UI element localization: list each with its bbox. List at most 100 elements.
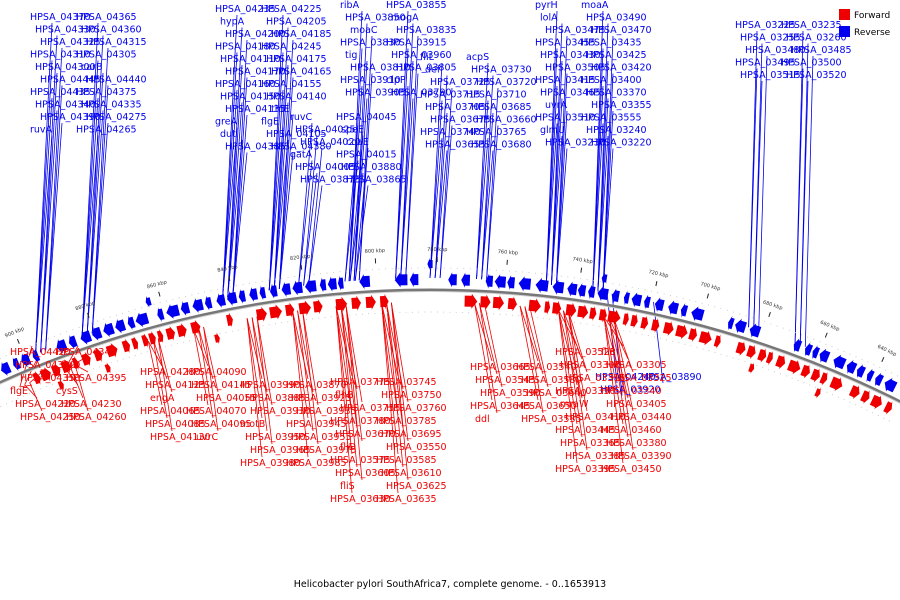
forward-gene-label: HPSA_03650 [516,401,577,412]
forward-gene-label: HPSA_04260 [66,412,127,423]
label-connector [434,75,448,279]
ring-dot [46,386,48,387]
forward-gene-label: HPSA_03775 [330,377,391,388]
reverse-gene-arrow [157,307,165,322]
ring-dot [23,395,25,397]
forward-gene-label: HPSA_03695 [381,429,442,440]
label-connector [476,137,489,280]
reverse-gene-label: HPSA_03420 [591,63,652,74]
forward-gene-arrow [32,370,41,385]
ring-dot [617,328,619,330]
forward-gene-arrow [814,387,821,399]
label-connector [558,309,578,464]
ring-dot [274,323,276,325]
ring-dot [81,372,83,374]
forward-gene-label: HPSA_03665 [470,362,531,373]
ring-dot [166,300,167,302]
ring-dot [788,329,790,331]
reverse-gene-label: dut [220,129,236,140]
reverse-gene-arrow [80,330,93,345]
ring-dot [770,323,772,325]
label-connector [568,311,588,451]
ring-dot [294,276,296,278]
reverse-gene-arrow [192,298,204,313]
forward-gene-label: HPSA_04145 [191,380,252,391]
ring-dot [468,312,470,314]
forward-gene-label: HPSA_03390 [611,451,672,462]
reverse-gene-label: HPSA_03660 [476,115,537,126]
label-connector [395,48,409,279]
label-connector [391,302,409,403]
ring-dot [534,272,536,274]
ring-dot [623,330,625,331]
ring-dot [720,307,722,309]
forward-gene-label: HPSA_03385 [565,451,626,462]
forward-gene-label: motB [240,419,265,430]
ring-dot [84,324,86,326]
ring-dot [250,327,252,329]
label-connector [203,327,219,432]
reverse-gene-label: HPSA_03675 [430,115,491,126]
reverse-gene-label: HPSA_03880 [341,162,402,173]
reverse-gene-label: HPSA_03470 [591,25,652,36]
ring-dot [110,362,112,364]
ring-dot [69,376,71,378]
label-connector [568,311,588,373]
ring-dot [885,369,887,371]
label-connector [35,135,53,355]
ring-dot [207,335,209,337]
ring-dot [78,326,80,328]
ring-dot [318,317,320,319]
ring-dot [307,274,308,276]
reverse-gene-label: HPSA_03430 [540,50,601,61]
forward-gene-label: HPSA_04130 [150,432,211,443]
ring-dot [872,412,874,414]
ring-dot [450,267,452,269]
forward-gene-arrow [351,295,361,311]
ring-dot [618,284,620,286]
ring-dot [832,394,834,396]
ring-dot [418,311,420,313]
label-connector [405,73,419,279]
label-connector [603,316,624,425]
ring-dot [281,277,283,279]
ring-dot [274,278,276,280]
ring-dot [726,309,728,311]
reverse-gene-label: HPSA_03355 [591,100,652,111]
label-connector [232,77,248,297]
ring-dot [855,356,857,358]
ring-dot [696,346,698,348]
reverse-gene-label: HPSA_03725 [430,77,491,88]
ring-dot [182,341,184,343]
reverse-gene-label: HPSA_04325 [40,37,101,48]
ring-dot [782,327,784,329]
reverse-gene-label: moaA [581,0,609,11]
label-connector [335,306,353,377]
ring-dot [399,311,401,313]
ring-dot [732,357,734,359]
scale-tick [706,293,709,299]
ring-dot [90,322,92,324]
reverse-gene-arrow [577,283,587,298]
label-connector [400,60,414,279]
forward-gene-label: HPSA_03305 [606,360,667,371]
forward-gene-label: HPSA_04230 [61,399,122,410]
reverse-gene-arrow [728,315,735,331]
reverse-gene-arrow [846,360,858,374]
ring-dot [567,320,569,322]
label-connector [551,135,563,286]
ring-dot [663,293,665,295]
genome-backbone [0,267,900,422]
label-connector [152,339,168,419]
ring-dot [122,358,124,360]
forward-gene-arrow [589,306,597,321]
label-connector [251,317,268,432]
ring-dot [219,333,221,335]
label-connector [335,306,353,416]
ring-dot [40,388,42,390]
reverse-gene-arrow [292,280,303,296]
ring-dot [838,396,839,398]
ring-dot [0,357,1,359]
forward-gene-arrow [365,294,376,310]
reverse-gene-label: hypA [220,17,245,28]
